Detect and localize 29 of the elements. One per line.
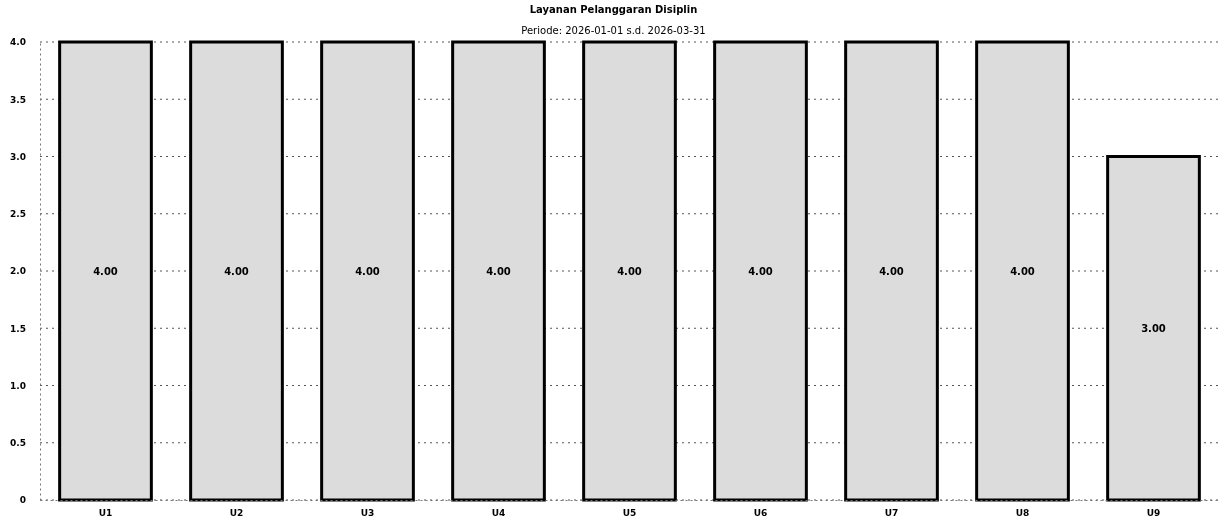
x-tick-label: U9 <box>1146 508 1161 519</box>
data-label: 4.00 <box>486 266 511 277</box>
chart-title: Layanan Pelanggaran Disiplin <box>529 4 698 15</box>
x-tick-label: U2 <box>229 508 244 519</box>
y-tick-label: 2.0 <box>10 266 26 277</box>
y-tick-label: 0.5 <box>10 438 26 449</box>
data-label: 4.00 <box>93 266 118 277</box>
y-tick-label: 1.0 <box>10 380 26 391</box>
y-tick-label: 3.5 <box>10 94 26 105</box>
y-tick-label: 3.0 <box>10 151 26 162</box>
x-tick-label: U6 <box>753 508 768 519</box>
data-label: 4.00 <box>1010 266 1035 277</box>
data-label: 4.00 <box>224 266 249 277</box>
data-label: 4.00 <box>879 266 904 277</box>
y-tick-label: 4.0 <box>10 37 26 48</box>
x-tick-label: U7 <box>884 508 899 519</box>
data-label: 3.00 <box>1141 323 1166 335</box>
y-tick-label: 2.5 <box>10 209 26 220</box>
x-tick-label: U4 <box>491 508 506 519</box>
x-tick-label: U5 <box>622 508 637 519</box>
chart-subtitle: Periode: 2026-01-01 s.d. 2026-03-31 <box>521 25 706 36</box>
y-tick-label: 1.5 <box>10 323 26 334</box>
data-label: 4.00 <box>617 266 642 277</box>
x-tick-label: U3 <box>360 508 375 519</box>
y-tick-label: 0 <box>19 495 26 506</box>
data-label: 4.00 <box>748 266 773 277</box>
x-tick-label: U1 <box>98 508 113 519</box>
x-tick-label: U8 <box>1015 508 1030 519</box>
data-label: 4.00 <box>355 266 380 277</box>
